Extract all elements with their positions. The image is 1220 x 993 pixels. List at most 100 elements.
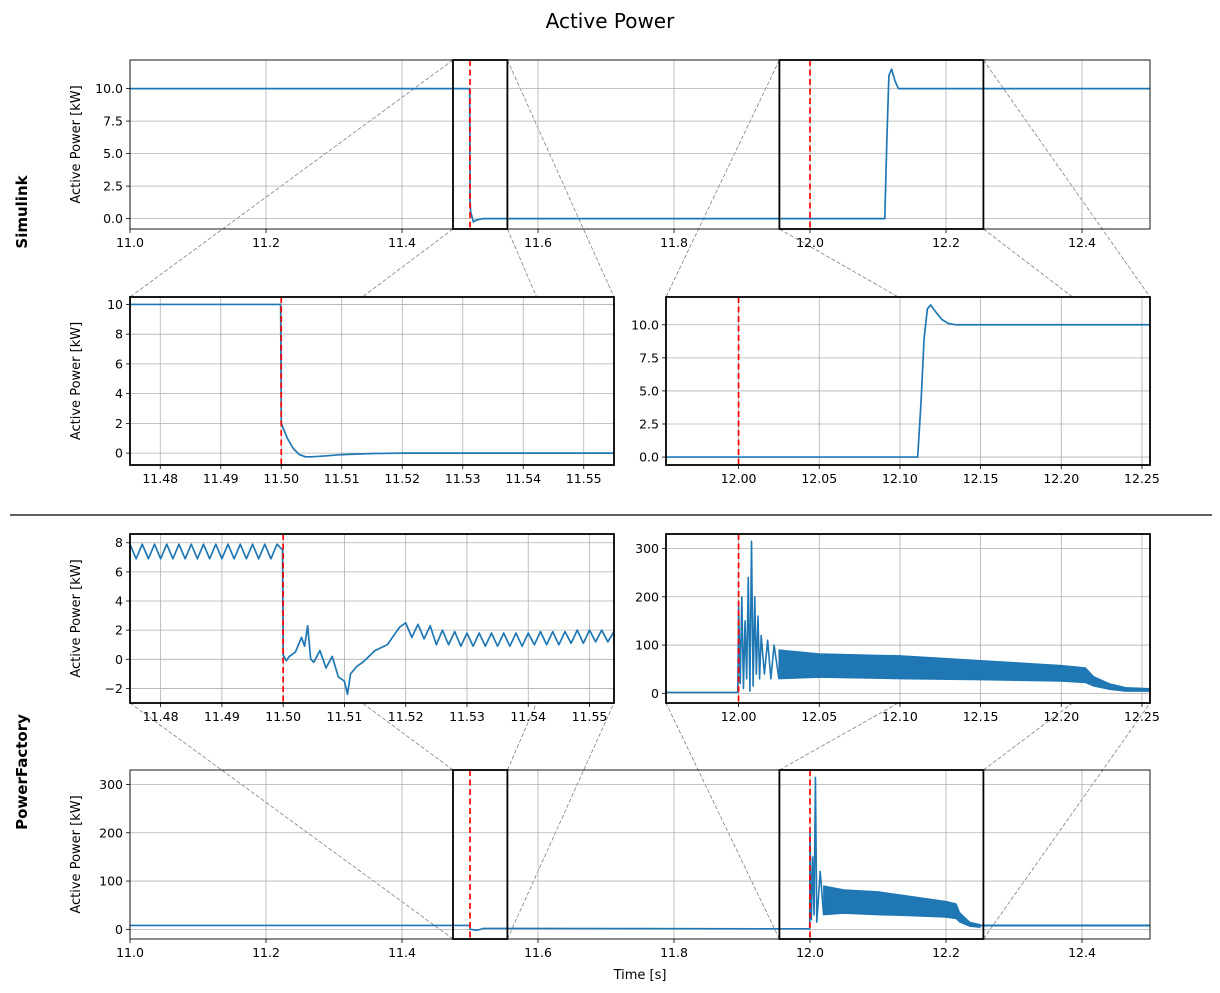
panel-simulink-zoom-recovery: 12.00 12.05 12.10 12.15 12.20 12.25 0.0 2.5 5.0 7…: [631, 296, 1160, 486]
connector-5-4-1: [983, 702, 1151, 940]
ylabel: Active Power [kW]: [69, 322, 84, 440]
xtick-label-7: 11.55: [572, 709, 608, 724]
xtick-label-1: 11.49: [203, 471, 239, 486]
plot-area: [666, 297, 1150, 465]
xtick-label-2: 12.10: [882, 709, 918, 724]
connector-5-3-0: [129, 702, 454, 940]
ytick-label-3: 6: [115, 356, 123, 371]
xtick-label-2: 11.4: [388, 235, 416, 250]
xtick-label-1: 12.05: [801, 709, 837, 724]
ytick-label-0: 0: [115, 922, 123, 937]
xlabel: Time [s]: [613, 968, 667, 983]
xtick-label-7: 12.4: [1068, 945, 1096, 960]
xtick-label-3: 11.51: [324, 471, 360, 486]
xtick-label-6: 11.54: [505, 471, 541, 486]
row-label-simulink: Simulink: [13, 174, 31, 248]
ytick-label-2: 4: [115, 386, 123, 401]
xtick-label-4: 11.52: [384, 471, 420, 486]
xtick-label-6: 11.54: [510, 709, 546, 724]
ytick-label-0: 0: [115, 446, 123, 461]
ytick-label-2: 200: [99, 825, 123, 840]
series-band: [823, 885, 981, 928]
ylabel: Active Power [kW]: [69, 795, 84, 913]
xtick-label-5: 11.53: [449, 709, 485, 724]
ytick-label-3: 4: [115, 594, 123, 609]
plot-area: [130, 297, 614, 465]
panel-powerfactory-zoom-fault: 11.48 11.49 11.50 11.51 11.52 11.53 11.54 11.55…: [69, 533, 615, 724]
connector-0-2-1: [983, 59, 1151, 298]
connector-0-1-3: [507, 228, 537, 298]
panel-simulink-overview: 11.0 11.2 11.4 11.6 11.8 12.0 12.2 12.4 0.0 2.5 5.…: [69, 59, 1151, 250]
ytick-label-3: 300: [99, 777, 123, 792]
plot-area: [666, 534, 1150, 703]
zoom-connectors: [129, 59, 1151, 940]
ytick-label-4: 10.0: [95, 81, 123, 96]
axes-frame: [129, 769, 1151, 940]
zoom-box-0: [452, 59, 509, 230]
ylabel: Active Power [kW]: [69, 559, 84, 677]
xtick-label-2: 11.4: [388, 945, 416, 960]
xtick-label-4: 11.52: [388, 709, 424, 724]
series-line-0: [666, 304, 1150, 458]
xtick-label-5: 12.25: [1124, 471, 1160, 486]
ytick-label-4: 8: [115, 327, 123, 342]
zoom-box-0: [452, 769, 509, 940]
xtick-label-4: 12.20: [1043, 471, 1079, 486]
series-line-0: [130, 543, 614, 696]
ytick-label-1: 2.5: [103, 179, 123, 194]
ylabel: Active Power [kW]: [69, 85, 84, 203]
connector-5-3-1: [507, 702, 615, 940]
xtick-label-1: 11.49: [204, 709, 240, 724]
ytick-label-4: 6: [115, 564, 123, 579]
series-line-0: [130, 303, 614, 458]
connector-0-1-0: [129, 59, 454, 298]
ytick-label-2: 5.0: [639, 383, 659, 398]
xtick-label-5: 12.0: [796, 235, 824, 250]
connector-5-4-2: [779, 702, 899, 771]
xtick-label-3: 12.15: [963, 709, 999, 724]
ytick-label-0: −2: [105, 681, 123, 696]
connector-5-4-3: [983, 702, 1073, 771]
axes-frame: [665, 533, 1151, 704]
xtick-label-4: 11.8: [660, 945, 688, 960]
ytick-label-2: 5.0: [103, 146, 123, 161]
xtick-label-6: 12.2: [932, 235, 960, 250]
panel-powerfactory-overview: 11.0 11.2 11.4 11.6 11.8 12.0 12.2 12.4 0 100 200 3…: [69, 769, 1151, 983]
series-line-0: [130, 776, 825, 932]
xtick-label-3: 11.6: [524, 945, 552, 960]
row-label-powerfactory: PowerFactory: [13, 714, 31, 830]
xtick-label-2: 12.10: [882, 471, 918, 486]
xtick-label-0: 11.48: [143, 709, 179, 724]
chart-panels: 11.0 11.2 11.4 11.6 11.8 12.0 12.2 12.4 0.0 2.5 5.…: [69, 59, 1160, 983]
ytick-label-1: 100: [99, 874, 123, 889]
plot-area: [130, 534, 614, 703]
ytick-label-0: 0.0: [639, 450, 659, 465]
plot-area: [130, 770, 1150, 939]
xtick-label-2: 11.50: [263, 471, 299, 486]
connector-0-2-2: [779, 228, 899, 298]
xtick-label-2: 11.50: [265, 709, 301, 724]
connector-5-3-3: [507, 702, 537, 771]
series-line-0: [130, 68, 1150, 223]
ytick-label-1: 0: [115, 652, 123, 667]
plot-area: [130, 60, 1150, 229]
connector-0-2-3: [983, 228, 1073, 298]
ytick-label-3: 300: [635, 541, 659, 556]
xtick-label-6: 12.2: [932, 945, 960, 960]
xtick-label-3: 12.15: [963, 471, 999, 486]
xtick-label-4: 12.20: [1043, 709, 1079, 724]
axes-frame: [129, 296, 615, 466]
xtick-label-0: 11.48: [142, 471, 178, 486]
ytick-label-2: 2: [115, 623, 123, 638]
axes-frame: [129, 59, 1151, 230]
axes-frame: [129, 533, 615, 704]
ytick-label-5: 10: [107, 297, 123, 312]
xtick-label-5: 12.25: [1124, 709, 1160, 724]
xtick-label-1: 11.2: [252, 945, 280, 960]
connector-5-4-0: [665, 702, 780, 940]
series-band: [778, 649, 1150, 692]
figure-title: Active Power: [546, 9, 675, 33]
xtick-label-3: 11.51: [327, 709, 363, 724]
xtick-label-5: 12.0: [796, 945, 824, 960]
